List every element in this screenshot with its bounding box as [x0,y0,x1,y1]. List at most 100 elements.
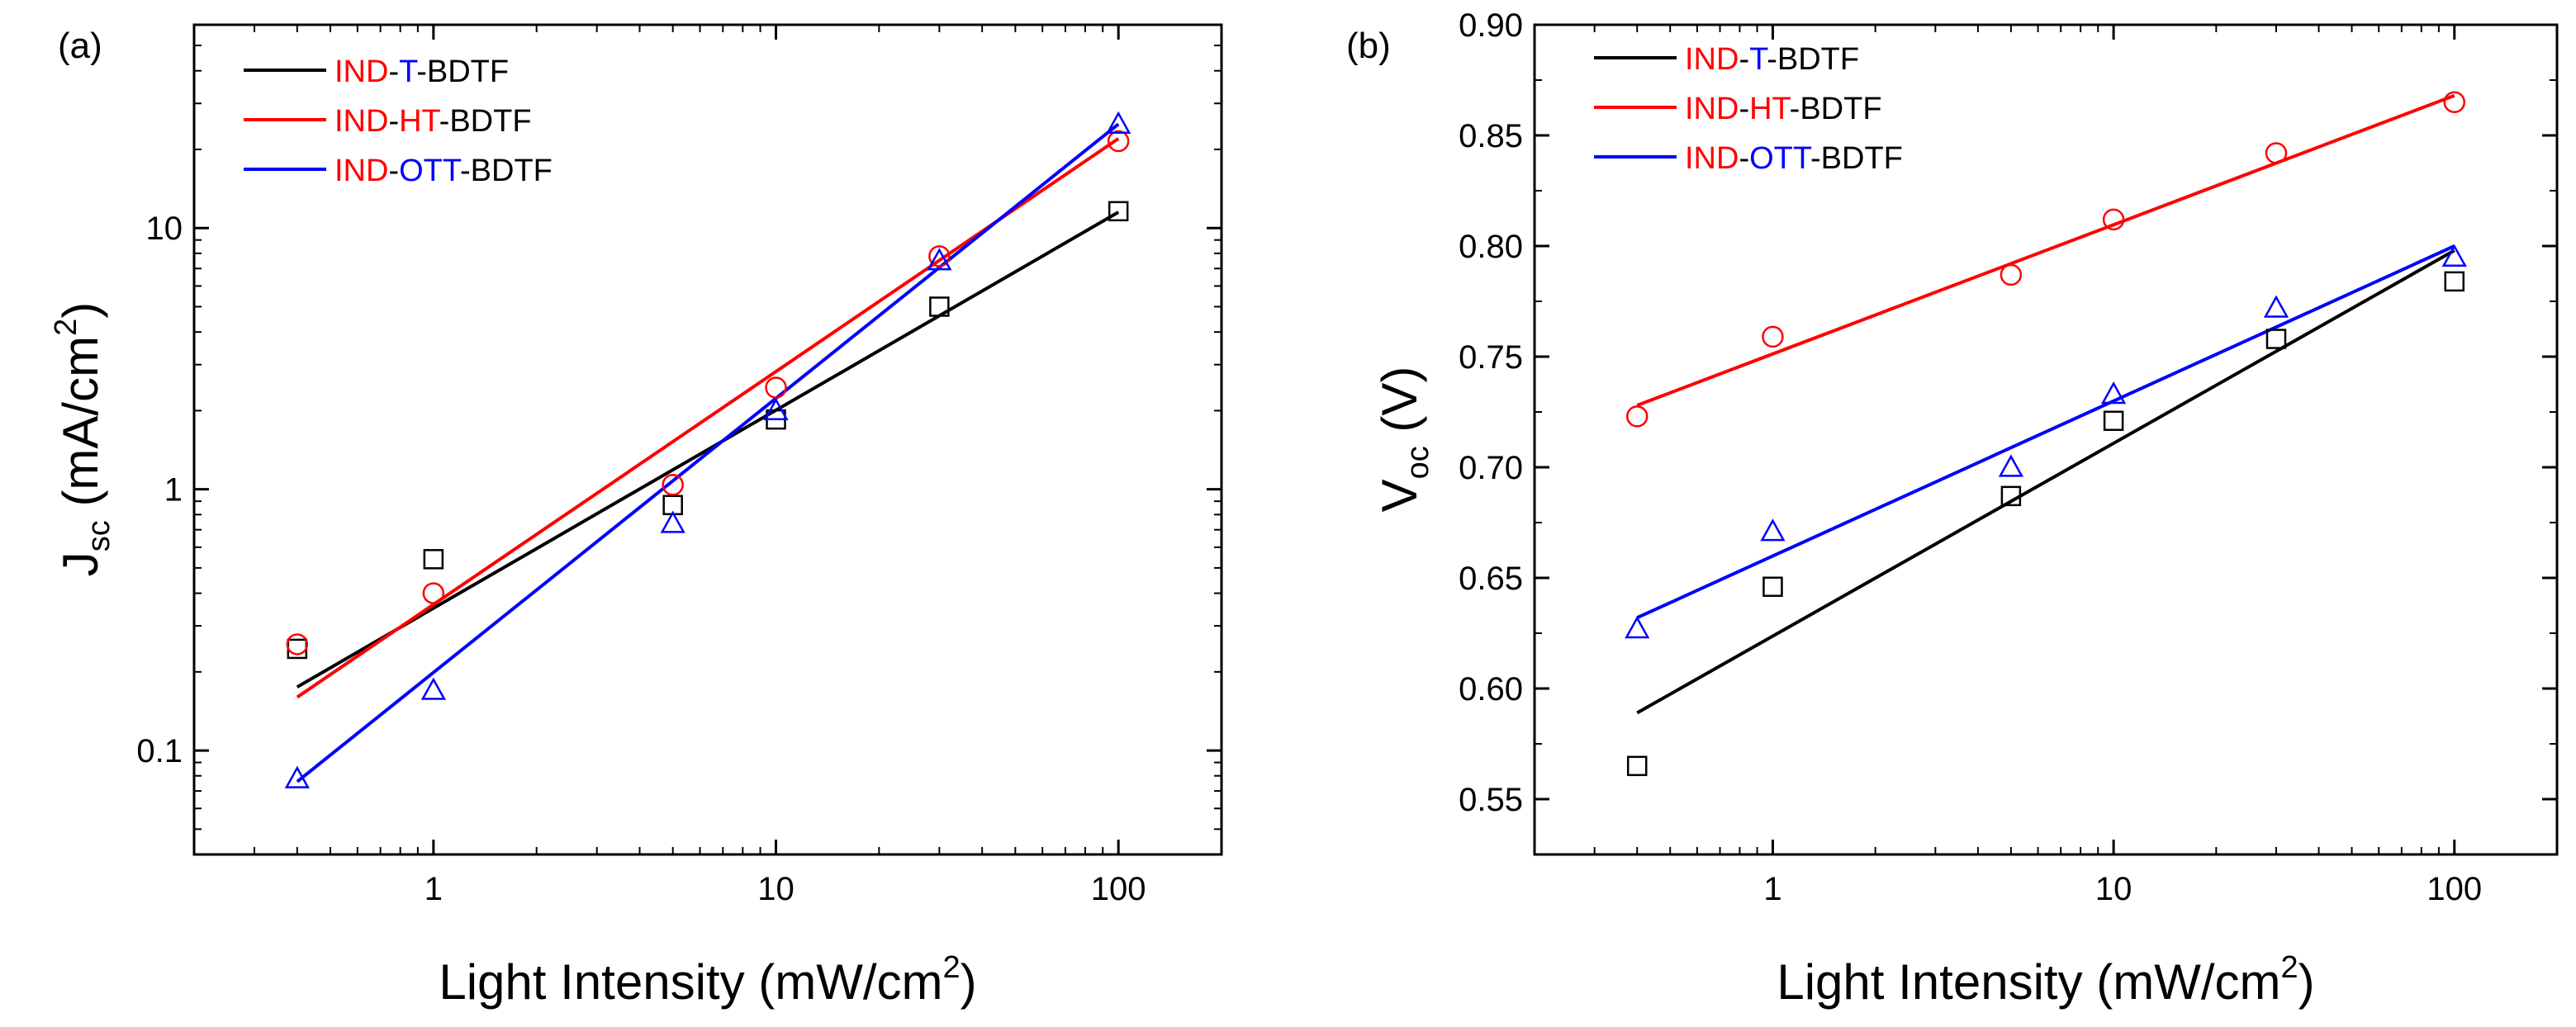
data-point-square [423,549,444,570]
fit-line-square [1636,248,2455,715]
fit-line-triangle [1636,244,2455,620]
panel-a-label: (a) [58,26,102,66]
data-point-square [2103,410,2124,431]
panel-b-x-axis-title: Light Intensity (mW/cm2) [1777,950,2314,1010]
legend-label-part: - [388,154,399,188]
legend-label-part: OTT [399,154,462,188]
data-point-triangle [2441,244,2467,267]
y-tick-label: 1 [164,472,183,509]
panel-b-y-axis-title: Voc (V) [1372,367,1435,513]
panel-b-data-points [1625,91,2467,777]
data-point-circle [928,245,951,267]
y-tick-label: 0.75 [1459,339,1523,376]
panel-b-voc-chart: (b) 1 10 100 0.55 0.60 0.65 0.70 0.75 0.80 0.85 0.… [1346,7,2559,1010]
legend-label-part: -BDTF [1767,42,1859,77]
x-tick-label: 1 [1763,871,1781,907]
legend-label-part: HT [1749,92,1791,126]
legend-label-part: T [1749,42,1768,77]
legend-label: IND-OTT-BDTF [334,154,553,188]
legend-label-part: -BDTF [460,154,553,188]
y-tick-label: 0.1 [136,733,183,769]
panel-b-label: (b) [1346,26,1391,66]
y-tick-label: 0.55 [1459,782,1523,818]
data-point-circle [1762,325,1784,348]
legend-label: IND-HT-BDTF [1685,92,1882,126]
legend-label-part: IND [1685,42,1739,77]
legend-label-part: IND [1685,141,1739,176]
y-tick-label: 0.70 [1459,450,1523,486]
y-tick-label: 10 [146,211,183,247]
data-point-circle [286,633,309,655]
legend-label-part: - [1739,42,1749,77]
panel-a-x-axis-title: Light Intensity (mW/cm2) [439,950,976,1010]
data-point-triangle [763,397,789,421]
legend-label-part: OTT [1749,141,1812,176]
legend-label-part: T [399,54,418,89]
legend-label-part: -BDTF [439,104,532,139]
legend-label-part: -BDTF [1810,141,1903,176]
data-point-triangle [420,677,446,700]
fit-line-square [296,211,1120,689]
legend-label-part: IND [334,54,388,89]
fit-line-circle [1636,93,2455,407]
data-point-circle [2265,142,2288,164]
data-point-circle [2000,263,2023,286]
legend-label: IND-HT-BDTF [334,104,532,139]
data-point-triangle [284,765,310,788]
data-point-triangle [2263,295,2289,318]
data-point-circle [1625,405,1649,428]
data-point-square [929,296,950,317]
y-tick-label: 0.60 [1459,671,1523,708]
data-point-square [2444,271,2465,292]
y-tick-label: 0.85 [1459,118,1523,154]
data-point-circle [2443,91,2466,114]
y-tick-label: 0.90 [1459,7,1523,44]
panel-a-y-axis-title: Jsc (mA/cm2) [49,302,116,576]
x-tick-label: 100 [2427,871,2482,907]
legend-label-part: IND [334,154,388,188]
legend-label-part: -BDTF [1790,92,1882,126]
data-point-circle [662,474,684,496]
data-point-circle [2102,208,2125,231]
panel-a-plot-frame [192,23,1223,856]
legend-label-part: - [388,54,399,89]
data-point-triangle [1625,616,1650,639]
legend-label-part: - [1739,141,1749,176]
legend-label-part: -BDTF [416,54,509,89]
y-tick-label: 0.80 [1459,229,1523,265]
data-point-square [1762,576,1783,597]
legend-label-part: - [388,104,399,139]
panel-a-data-points [284,111,1131,788]
x-tick-label: 10 [757,871,795,907]
x-tick-label: 10 [2095,871,2132,907]
data-point-circle [422,582,445,604]
data-point-square [2000,485,2022,507]
data-point-triangle [1106,111,1131,134]
legend-label-part: IND [1685,92,1739,126]
legend-label-part: IND [334,104,388,139]
panel-b-plot-frame [1533,23,2559,856]
legend-label: IND-OTT-BDTF [1685,141,1903,176]
data-point-square [1108,201,1129,222]
y-tick-label: 0.65 [1459,561,1523,597]
data-point-triangle [2100,381,2127,405]
x-tick-label: 100 [1091,871,1146,907]
panel-b-fit-lines [1636,93,2455,715]
data-point-circle [765,376,787,399]
legend-label-part: - [1739,92,1749,126]
legend-label: IND-T-BDTF [1685,42,1859,77]
data-point-triangle [927,248,952,271]
data-point-square [1626,755,1648,777]
data-point-square [2265,329,2287,349]
x-tick-label: 1 [425,871,443,907]
data-point-circle [1107,130,1130,153]
legend-label: IND-T-BDTF [334,54,509,89]
fit-line-triangle [296,122,1120,783]
legend-label-part: HT [399,104,440,139]
data-point-triangle [660,510,686,533]
